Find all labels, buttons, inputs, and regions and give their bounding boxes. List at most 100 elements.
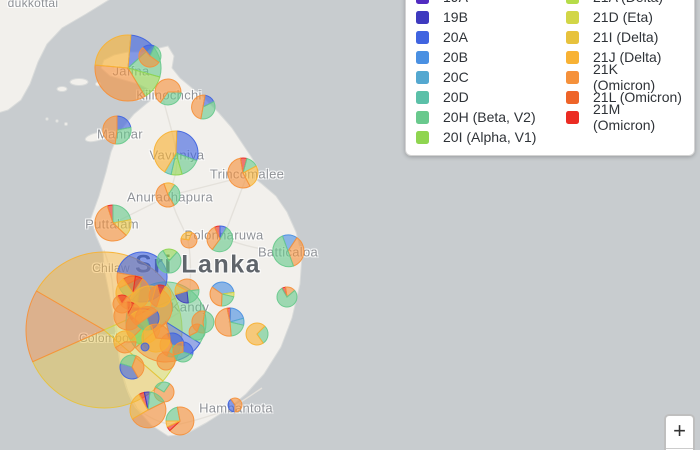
pie-slice-20H	[154, 381, 171, 393]
pie-slice-21K	[94, 205, 127, 242]
pie-marker[interactable]	[148, 284, 172, 308]
pie-slice-21J	[180, 231, 193, 241]
pie-marker[interactable]	[272, 234, 305, 268]
pie-slice-20H	[156, 249, 182, 274]
pie-slice-21J	[245, 322, 266, 346]
legend-panel: 19A 19B 20A 20B 20C 20D 20H (Beta, V2) 20I (Alp…	[405, 0, 695, 156]
pie-marker[interactable]	[154, 78, 182, 106]
pie-slice-21K	[214, 307, 232, 337]
pie-marker[interactable]	[138, 44, 162, 68]
pie-marker[interactable]	[94, 204, 132, 242]
pie-slice-21K	[227, 157, 251, 189]
pie-slice-20H	[159, 91, 182, 106]
pie-slice-21K	[169, 406, 195, 436]
zoom-control: +	[664, 414, 695, 450]
pie-marker[interactable]	[140, 342, 150, 352]
legend-label: 21J (Delta)	[593, 49, 662, 65]
pie-slice-21K	[155, 183, 175, 208]
legend-item: 19A	[416, 0, 566, 7]
pie-slice-21K	[188, 323, 201, 337]
pie-slice-21K	[138, 46, 160, 68]
legend-item: 21A (Delta)	[566, 0, 684, 7]
pie-slice-21K	[25, 290, 106, 363]
pie-slice-21J	[94, 34, 132, 69]
pie-marker[interactable]	[245, 322, 269, 346]
pie-slice-20H	[272, 235, 295, 268]
legend-item: 20B	[416, 47, 566, 67]
legend-label: 20H (Beta, V2)	[443, 109, 536, 125]
legend-item: 19B	[416, 7, 566, 27]
pie-slice-21K	[150, 323, 171, 340]
pie-marker[interactable]	[119, 354, 145, 380]
legend-label: 21M (Omicron)	[593, 101, 656, 133]
pie-marker[interactable]	[227, 157, 259, 189]
pie-slice-21K	[191, 94, 206, 120]
legend-label: 21K (Omicron)	[593, 61, 656, 93]
pie-marker[interactable]	[206, 225, 233, 253]
pie-marker[interactable]	[172, 341, 194, 363]
pie-slice-21J	[153, 130, 178, 173]
pie-slice-20H	[189, 323, 206, 341]
pie-marker[interactable]	[113, 330, 137, 354]
pie-slice-20H	[202, 310, 215, 334]
pie-slice-21K	[134, 305, 158, 326]
legend-item: 21K (Omicron)	[566, 61, 684, 93]
pie-slice-21K	[131, 355, 145, 379]
legend-swatch	[416, 130, 429, 144]
pie-marker[interactable]	[153, 130, 199, 176]
legend-swatch	[416, 10, 429, 24]
legend-swatch	[416, 90, 429, 104]
pie-slice-21K	[102, 115, 118, 145]
pie-marker[interactable]	[188, 323, 206, 341]
pie-slice-21J	[113, 330, 137, 349]
legend-swatch	[566, 90, 579, 104]
island-dot	[55, 119, 59, 123]
legend-item: 21M (Omicron)	[566, 101, 684, 133]
legend-label: 19B	[443, 9, 468, 25]
legend-swatch	[416, 70, 429, 84]
pie-slice-20A	[175, 130, 199, 162]
pie-slice-20H	[200, 101, 216, 120]
pie-marker[interactable]	[155, 182, 181, 208]
pie-marker[interactable]	[129, 391, 167, 429]
pie-slice-20A	[140, 342, 150, 352]
pie-marker[interactable]	[102, 115, 132, 145]
legend-label: 20C	[443, 69, 469, 85]
legend-swatch	[566, 30, 579, 44]
pie-marker[interactable]	[209, 281, 235, 307]
legend-item: 21L (Omicron)	[566, 87, 684, 107]
pie-marker[interactable]	[156, 351, 176, 371]
zoom-in-button[interactable]: +	[666, 416, 693, 449]
legend-swatch	[566, 70, 579, 84]
pie-slice-21K	[230, 397, 243, 413]
legend-item: 20H (Beta, V2)	[416, 107, 566, 127]
pie-marker[interactable]	[227, 397, 243, 413]
pie-marker[interactable]	[165, 406, 195, 436]
pie-slice-20H	[114, 126, 132, 145]
legend-item: 20C	[416, 67, 566, 87]
pie-marker[interactable]	[276, 286, 298, 308]
pie-marker[interactable]	[156, 248, 182, 274]
legend-swatch	[566, 50, 579, 64]
legend-label: 20A	[443, 29, 468, 45]
pie-marker[interactable]	[180, 231, 198, 249]
pie-slice-21K	[172, 341, 184, 356]
island-small	[56, 86, 68, 92]
pie-slice-21K	[131, 401, 167, 429]
island-dot	[64, 122, 68, 126]
pie-marker[interactable]	[214, 307, 245, 337]
pie-slice-21K	[209, 286, 223, 307]
pie-marker[interactable]	[112, 294, 132, 314]
pie-slice-21J	[129, 393, 149, 420]
legend-swatch	[416, 0, 429, 4]
pie-marker[interactable]	[174, 278, 200, 304]
legend-label: 21A (Delta)	[593, 0, 663, 5]
pie-slice-21K	[94, 64, 146, 102]
pie-marker[interactable]	[191, 94, 216, 120]
legend-item: 20A	[416, 27, 566, 47]
pie-marker[interactable]	[94, 34, 162, 102]
pie-slice-21K	[114, 341, 137, 354]
legend-swatch	[566, 110, 579, 124]
